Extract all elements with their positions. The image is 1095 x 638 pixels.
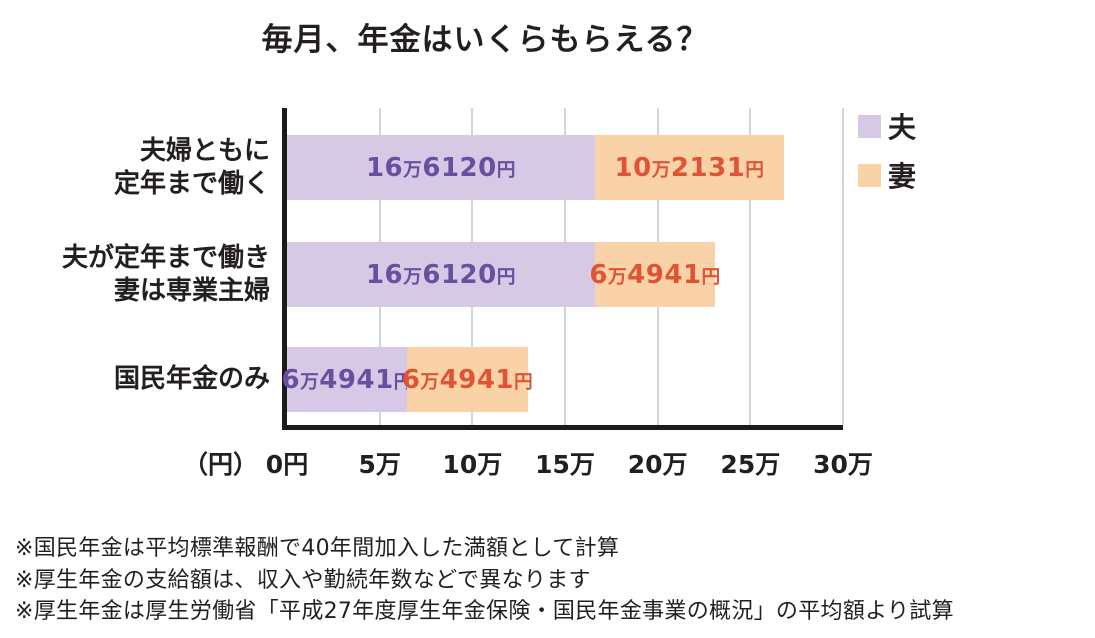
legend-item-husband: 夫 [858,106,916,146]
legend-label-wife: 妻 [888,160,917,193]
bar-value-label: 6万4941円 [401,364,534,395]
page-title: 毎月、年金はいくらもらえる？ [261,22,709,58]
x-tick-label: 30万 [813,450,873,479]
footnote-line: ※厚生年金の支給額は、収入や勤続年数などで異なります [15,567,591,593]
bar-value-label: 6万4941円 [281,364,413,395]
category-label: 国民年金のみ [113,364,270,394]
footnote-line: ※国民年金は平均標準報酬で40年間加入した満額として計算 [15,536,620,561]
x-tick-label: 15万 [535,450,595,479]
bar-segment-wife: 6万4941円 [402,347,533,412]
legend-label-husband: 夫 [888,111,917,144]
bar-value-label: 10万2131円 [614,152,765,183]
category-label: 夫が定年まで働き 妻は専業主婦 [61,242,270,306]
x-tick-label: 10万 [442,450,503,479]
plot-area: 16万6120円 10万2131円 16万6120円 6万4941円 6万4941円 6万… [281,108,844,430]
legend: 夫 妻 [858,106,916,195]
bar-segment-husband: 16万6120円 [287,135,595,200]
legend-item-wife: 妻 [858,155,916,195]
gridline [749,108,752,425]
x-tick-label: 25万 [720,450,781,479]
husband-swatch-icon [858,114,881,138]
gridline [842,108,844,425]
bar-segment-husband: 16万6120円 [287,242,595,307]
footnote-line: ※厚生年金は厚生労働省「平成27年度厚生年金保険・国民年金事業の概況」の平均額よ… [15,599,954,624]
wife-swatch-icon [858,163,881,187]
bar-value-label: 6万4941円 [589,259,721,290]
bar-segment-wife: 10万2131円 [594,135,785,200]
bar-value-label: 16万6120円 [365,152,516,183]
x-axis-unit-label: （円） [183,450,259,479]
category-label: 夫婦ともに 定年まで働く [113,135,270,199]
bar-value-label: 16万6120円 [365,259,516,290]
bar-segment-husband: 6万4941円 [281,347,412,412]
footnotes: ※国民年金は平均標準報酬で40年間加入した満額として計算 ※厚生年金の支給額は、… [15,533,954,628]
x-tick-label: 20万 [627,450,688,479]
x-tick-label: 5万 [358,450,401,479]
x-tick-label: 0円 [265,450,309,479]
bar-segment-wife: 6万4941円 [589,242,720,307]
